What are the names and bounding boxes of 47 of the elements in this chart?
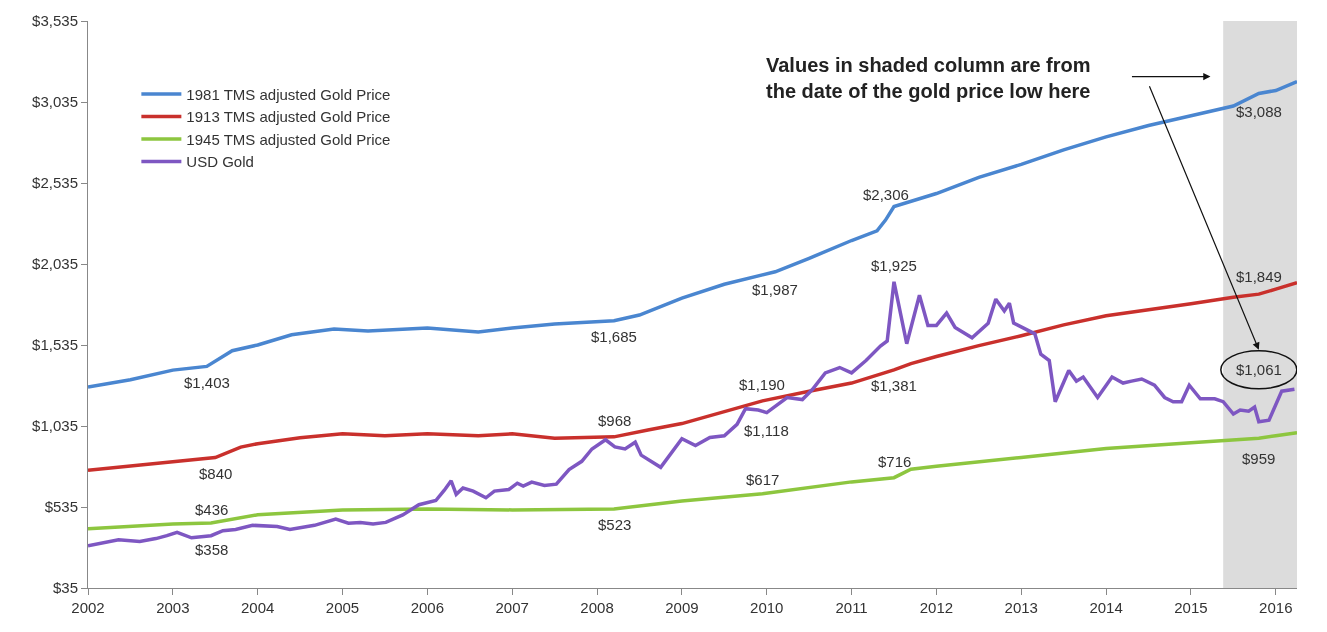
x-tick-label: 2013 [1004,599,1038,616]
x-tick-label: 2002 [71,599,105,616]
annotation: $1,987 [752,281,798,298]
annotation: $840 [199,465,233,482]
y-tick-label: $1,535 [32,336,78,354]
y-tick-label: $535 [44,498,78,516]
x-tick-label: 2015 [1174,599,1208,616]
annotation: $358 [195,541,229,558]
x-tick-label: 2004 [240,599,275,616]
annotation: $617 [746,471,780,488]
x-tick-label: 2014 [1089,599,1123,616]
legend-label: 1913 TMS adjusted Gold Price [186,108,391,126]
annotation: $959 [1242,450,1276,467]
annotation: $1,061 [1236,361,1282,378]
annotation: $1,685 [591,328,637,345]
y-tick-label: $2,035 [32,255,78,273]
annotation: $1,403 [184,374,230,391]
annotation: $1,190 [739,376,785,393]
x-tick-label: 2003 [156,599,190,616]
x-tick-label: 2011 [835,599,868,616]
x-tick-label: 2006 [410,599,445,616]
x-tick-label: 2008 [580,599,614,616]
y-tick-label: $35 [52,579,78,597]
x-tick-label: 2012 [919,599,954,616]
legend-label: 1981 TMS adjusted Gold Price [186,85,391,103]
annotation: $1,849 [1236,268,1282,285]
x-tick-label: 2010 [750,599,784,616]
annotation: $523 [598,516,632,533]
x-tick-label: 2007 [495,599,529,616]
legend-label: USD Gold [186,153,254,171]
annotation: $1,925 [871,257,917,274]
annotation: Values in shaded column are from the date of the gold price low here [766,54,1091,102]
y-tick-label: $1,035 [32,417,78,435]
annotation: $3,088 [1236,103,1282,120]
annotation: $1,118 [744,422,789,439]
x-tick-label: 2005 [325,599,360,616]
annotation: $1,381 [871,377,917,394]
y-tick-label: $2,535 [32,174,78,192]
x-tick-label: 2009 [665,599,699,616]
annotation: $436 [195,501,229,518]
x-tick-label: 2016 [1259,599,1293,616]
y-tick-label: $3,035 [32,93,78,111]
annotation: $716 [878,453,912,470]
annotation: $968 [598,412,632,429]
y-tick-label: $3,535 [32,12,78,30]
legend-label: 1945 TMS adjusted Gold Price [186,130,391,148]
annotation: $2,306 [863,186,909,203]
